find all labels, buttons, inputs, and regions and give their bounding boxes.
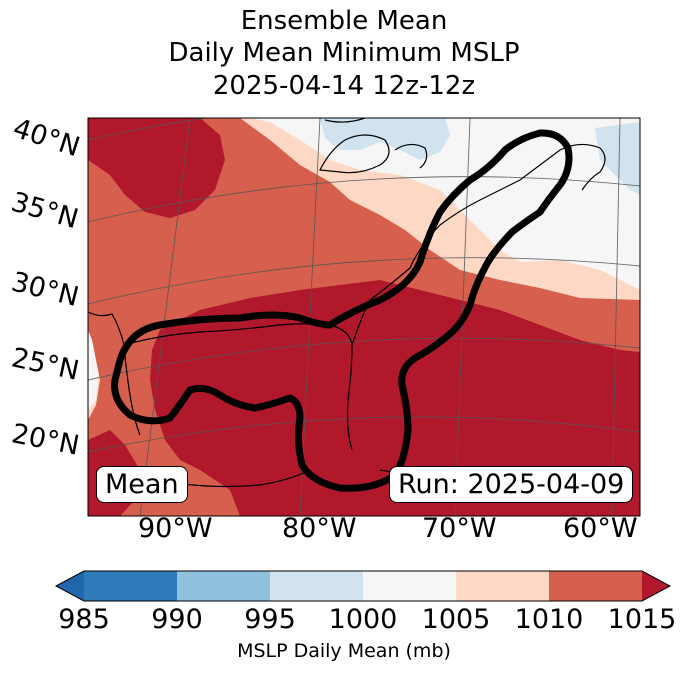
colorbar-tick-1000: 1000 bbox=[328, 604, 398, 635]
colorbar-tick-985: 985 bbox=[58, 604, 110, 635]
lon-label-60w: 60°W bbox=[563, 513, 638, 544]
colorbar-segment-990 bbox=[177, 571, 270, 601]
colorbar-label: MSLP Daily Mean (mb) bbox=[237, 640, 451, 662]
title-line-3: 2025-04-14 12z-12z bbox=[212, 71, 476, 101]
colorbar-under-arrow bbox=[56, 571, 84, 601]
colorbar-segment-1005 bbox=[456, 571, 549, 601]
colorbar-tick-995: 995 bbox=[244, 604, 296, 635]
title-line-2: Daily Mean Minimum MSLP bbox=[168, 38, 520, 68]
colorbar-segment-1010 bbox=[549, 571, 642, 601]
run-date-label: Run: 2025-04-09 bbox=[389, 466, 634, 503]
map-frame bbox=[87, 117, 641, 517]
colorbar bbox=[54, 570, 672, 602]
colorbar-segment-985 bbox=[84, 571, 177, 601]
field-995-1000-east bbox=[595, 122, 640, 195]
field-1015-northwest bbox=[88, 118, 225, 218]
field-1000-1005 bbox=[250, 118, 640, 290]
colorbar-border bbox=[54, 570, 672, 602]
mean-label: Mean bbox=[96, 466, 188, 503]
colorbar-tick-1010: 1010 bbox=[514, 604, 584, 635]
colorbar-over-arrow bbox=[642, 571, 670, 601]
map-plot-area bbox=[88, 118, 640, 516]
lon-label-70w: 70°W bbox=[422, 513, 497, 544]
field-995-1000-lakes bbox=[320, 118, 450, 160]
colorbar-segment-995 bbox=[270, 571, 363, 601]
colorbar-tick-1005: 1005 bbox=[421, 604, 491, 635]
colorbar-segment-1000 bbox=[363, 571, 456, 601]
lon-label-90w: 90°W bbox=[138, 513, 213, 544]
warning-outline-contour bbox=[111, 129, 573, 492]
lon-label-80w: 80°W bbox=[282, 513, 357, 544]
colorbar-tick-990: 990 bbox=[151, 604, 203, 635]
colorbar-tick-1015: 1015 bbox=[607, 604, 677, 635]
title-line-1: Ensemble Mean bbox=[240, 6, 448, 36]
